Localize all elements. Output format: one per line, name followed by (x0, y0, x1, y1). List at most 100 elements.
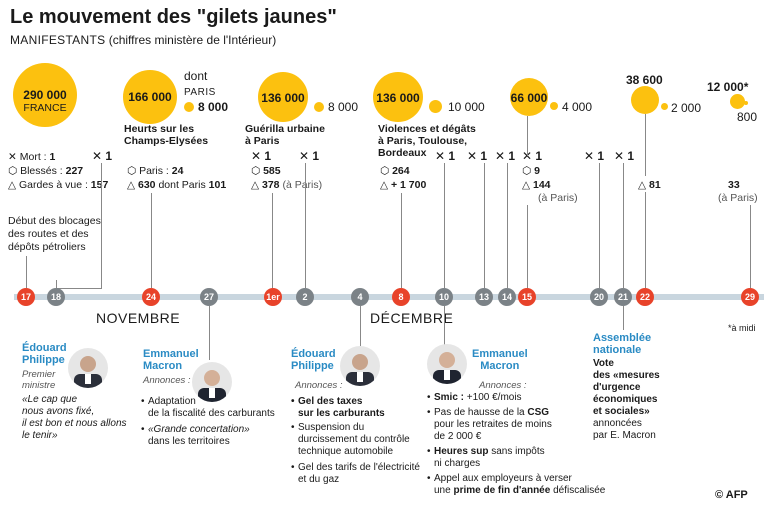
stat-144: △ 144 (522, 179, 551, 191)
connector-10-low (444, 306, 445, 346)
dont-label: dont (184, 69, 208, 83)
hexagon-icon: ⬡ (127, 165, 137, 177)
circle-24nov-paris (184, 102, 194, 112)
stat-33-paris: (à Paris) (718, 192, 758, 204)
connector-8dec (401, 193, 402, 288)
stat-1700: △ + 1 700 (380, 179, 427, 191)
label-violences: Violences et dégâts à Paris, Toulouse, Bor… (378, 123, 476, 159)
circle-29dec (730, 94, 745, 109)
macron2-portrait (427, 344, 467, 384)
stat-gardes: △ Gardes à vue : 157 (8, 179, 109, 191)
stat-9: ⬡ 9 (522, 165, 540, 177)
node-14: 14 (498, 288, 516, 306)
circle-22dec-paris-value: 2 000 (671, 101, 702, 115)
circle-15dec-paris (550, 102, 558, 110)
connector-18-h (56, 288, 102, 289)
label-guerilla: Guérilla urbaine à Paris (245, 123, 325, 147)
node-24: 24 (142, 288, 160, 306)
cross-21dec: ✕ 1 (614, 149, 635, 163)
circle-24nov (123, 70, 177, 124)
connector-21dec (623, 163, 624, 288)
connector-20dec (599, 163, 600, 288)
paris-label: PARIS (184, 87, 216, 98)
node-1er: 1er (264, 288, 282, 306)
node-27: 27 (200, 288, 218, 306)
hexagon-icon: ⬡ (251, 165, 261, 177)
triangle-icon: △ (251, 179, 260, 191)
circle-29dec-paris (744, 101, 748, 105)
stat-mort: ✕ Mort : 1 (8, 151, 56, 163)
circle-29dec-paris-value: 800 (737, 110, 758, 124)
node-22: 22 (636, 288, 654, 306)
circle-1dec-value: 136 000 (261, 91, 305, 105)
assemblee-vote: Vote des «mesures d'urgence économiques et s… (593, 358, 660, 441)
cross-2dec: ✕ 1 (299, 149, 320, 163)
circle-22dec-value: 38 600 (626, 73, 663, 87)
connector-17 (26, 256, 27, 288)
connector-22dec (645, 114, 646, 176)
circle-france-value: 290 000 (23, 88, 67, 102)
connector-22dec-b (645, 192, 646, 288)
connector-2dec (305, 163, 306, 288)
philippe2-portrait (340, 346, 380, 386)
stat-81: △ 81 (638, 179, 661, 191)
triangle-icon: △ (522, 179, 531, 191)
triangle-icon: △ (8, 179, 17, 191)
connector-21-low (623, 306, 624, 330)
node-18: 18 (47, 288, 65, 306)
circle-france-sub: FRANCE (23, 102, 67, 114)
subtitle-strong: MANIFESTANTS (10, 33, 106, 47)
macron1-annonces: Annonces : (143, 375, 191, 386)
connector-18 (101, 163, 102, 288)
connector-24 (151, 193, 152, 288)
connector-14dec (507, 163, 508, 288)
node-15: 15 (518, 288, 536, 306)
label-heurts: Heurts sur les Champs-Elysées (124, 123, 209, 147)
cross-15dec: ✕ 1 (522, 149, 543, 163)
circle-8dec-paris-value: 10 000 (448, 100, 485, 114)
circle-29dec-value: 12 000* (707, 80, 749, 94)
node-4: 4 (351, 288, 369, 306)
cross-14dec: ✕ 1 (495, 149, 516, 163)
circle-1dec-paris (314, 102, 324, 112)
connector-1dec (272, 193, 273, 288)
stat-378: △ 378 (à Paris) (251, 179, 323, 191)
month-novembre: NOVEMBRE (96, 310, 181, 326)
triangle-icon: △ (638, 179, 647, 191)
assemblee-name: Assemblée nationale (593, 332, 652, 356)
node-8: 8 (392, 288, 410, 306)
circle-24nov-paris-value: 8 000 (198, 100, 229, 114)
circle-22dec (631, 86, 659, 114)
macron2-name: Emmanuel Macron (472, 348, 528, 372)
node-2: 2 (296, 288, 314, 306)
node-29: 29 (741, 288, 759, 306)
page-title: Le mouvement des "gilets jaunes" (10, 6, 337, 28)
hexagon-icon: ⬡ (380, 165, 390, 177)
stat-33: 33 (728, 179, 740, 191)
cross-13dec: ✕ 1 (467, 149, 488, 163)
circle-1dec-paris-value: 8 000 (328, 100, 359, 114)
subtitle-rest: (chiffres ministère de l'Intérieur) (105, 33, 277, 47)
philippe1-quote: «Le cap que nous avons fixé, il est bon et… (22, 394, 127, 441)
connector-27-low (209, 306, 210, 360)
macron2-annonces: Annonces : (479, 380, 527, 391)
circle-24nov-value: 166 000 (128, 90, 172, 104)
triangle-icon: △ (380, 179, 389, 191)
cross-1dec: ✕ 1 (251, 149, 272, 163)
hexagon-icon: ⬡ (522, 165, 532, 177)
connector-18-down (56, 280, 57, 288)
circle-22dec-paris (661, 103, 668, 110)
circle-8dec-paris (429, 100, 442, 113)
connector-10dec (444, 163, 445, 288)
node-21: 21 (614, 288, 632, 306)
cross-18nov: ✕ 1 (92, 149, 113, 163)
connector-15dec (527, 116, 528, 156)
philippe1-portrait (68, 348, 108, 388)
stat-585: ⬡ 585 (251, 165, 281, 177)
